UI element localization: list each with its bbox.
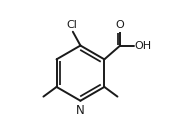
Text: O: O — [116, 20, 125, 30]
Text: OH: OH — [135, 41, 152, 51]
Text: N: N — [76, 104, 85, 117]
Text: Cl: Cl — [66, 20, 77, 30]
